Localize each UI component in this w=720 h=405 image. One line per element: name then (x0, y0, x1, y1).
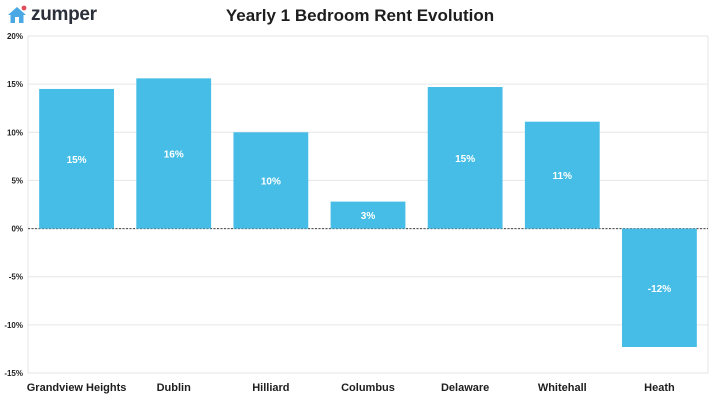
bars: 15% 16% 10% 3% 15% 11% -12% (39, 78, 697, 348)
y-tick-label: 10% (7, 128, 23, 137)
bar-value-label: -12% (648, 284, 671, 295)
category-labels: Grandview Heights Dublin Hilliard Columbus D… (27, 382, 675, 394)
house-icon (8, 5, 27, 23)
bar (622, 228, 697, 348)
y-axis-ticks: -15% -10% -5% 0% 5% 10% 15% 20% (4, 32, 23, 378)
bar (524, 121, 600, 229)
bar-value-label: 15% (455, 154, 475, 165)
y-tick-label: 15% (7, 80, 23, 89)
bar-value-label: 10% (261, 176, 281, 187)
bar-value-label: 11% (553, 171, 573, 182)
y-tick-label: -5% (9, 273, 23, 282)
bar-value-label: 3% (361, 211, 376, 222)
y-tick-label: 5% (11, 176, 23, 185)
bar-value-label: 15% (67, 155, 87, 166)
y-tick-label: 20% (7, 32, 23, 41)
brand-name: zumper (31, 4, 97, 25)
bar (330, 201, 406, 229)
bar-value-label: 16% (164, 149, 184, 160)
y-tick-label: -10% (4, 321, 23, 330)
category-label: Columbus (341, 382, 395, 394)
bar (233, 132, 309, 229)
category-label: Delaware (441, 382, 489, 394)
zumper-logo: zumper (6, 4, 97, 26)
category-label: Whitehall (538, 382, 587, 394)
chart-title: Yearly 1 Bedroom Rent Evolution (225, 6, 495, 25)
category-label: Hilliard (252, 382, 289, 394)
bar (427, 87, 503, 229)
bar (136, 78, 212, 229)
category-label: Grandview Heights (27, 382, 127, 394)
bar (39, 88, 114, 229)
y-tick-label: -15% (4, 369, 23, 378)
y-tick-label: 0% (11, 225, 23, 234)
category-label: Heath (644, 382, 675, 394)
category-label: Dublin (157, 382, 191, 394)
